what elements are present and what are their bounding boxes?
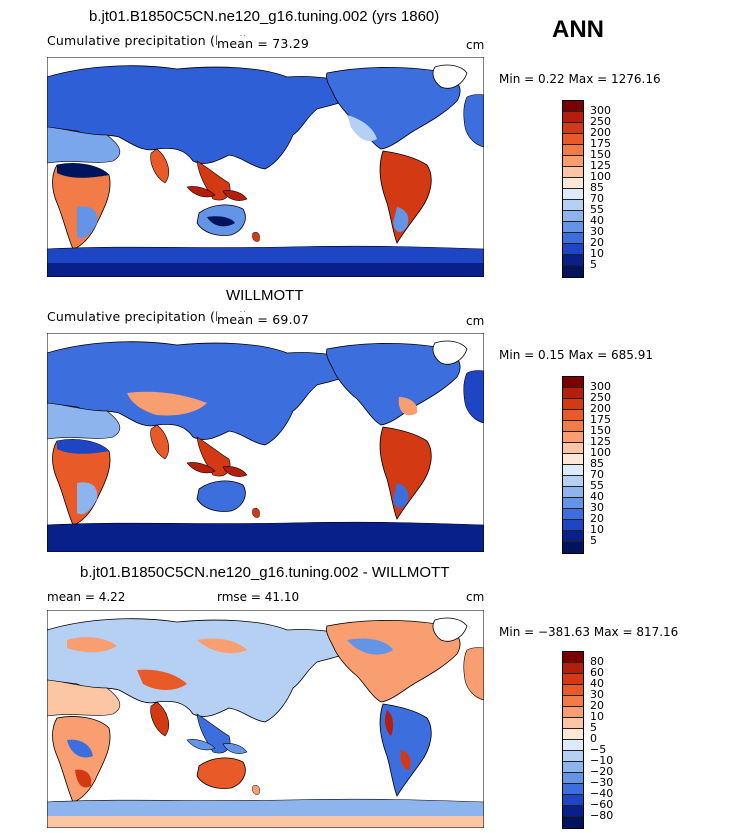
panel-3-map — [47, 610, 484, 828]
panel-2-level: 150 — [590, 424, 611, 437]
panel-2-antarctica — [47, 521, 484, 552]
panel-1-minmax: Min = 0.22 Max = 1276.16 — [499, 72, 661, 86]
panel-1-level: 20 — [590, 236, 604, 249]
panel-3-level: −20 — [590, 765, 614, 778]
panel-1-level: 55 — [590, 203, 604, 216]
panel-1-colorbar — [562, 100, 584, 278]
panel-1-level: 175 — [590, 137, 611, 150]
panel-2-level: 250 — [590, 391, 611, 404]
panel-3-level: −30 — [590, 776, 614, 789]
panel-2-title: WILLMOTT — [226, 287, 304, 304]
panel-3-level: −5 — [590, 743, 607, 756]
panel-2-australia — [196, 480, 246, 512]
panel-2-mean: mean = 69.07 — [217, 312, 310, 327]
panel-3-level: −10 — [590, 754, 614, 767]
season-label: ANN — [552, 16, 604, 43]
panel-3-rmse: rmse = 41.10 — [217, 590, 300, 604]
panel-2-eurasia — [47, 341, 366, 446]
panel-2-level: 100 — [590, 446, 611, 459]
panel-3-mean: mean = 4.22 — [47, 590, 126, 604]
panel-3-level: 5 — [590, 721, 597, 734]
panel-3-africa — [52, 716, 111, 803]
panel-2-colorbar — [562, 376, 584, 554]
panel-3-level: 40 — [590, 677, 604, 690]
panel-3-level: −60 — [590, 798, 614, 811]
panel-3-level: 10 — [590, 710, 604, 723]
panel-1-subtitle: Cumulative precipitation (land) — [47, 33, 248, 48]
panel-3-level: 0 — [590, 732, 597, 745]
panel-2-level: 30 — [590, 501, 604, 514]
panel-2-level: 200 — [590, 402, 611, 415]
panel-1-level: 70 — [590, 192, 604, 205]
panel-1-level: 100 — [590, 170, 611, 183]
panel-3-level: 20 — [590, 699, 604, 712]
panel-1-mean: mean = 73.29 — [217, 36, 310, 51]
panel-2-level: 125 — [590, 435, 611, 448]
panel-1-units: cm — [466, 38, 485, 52]
panel-2-level: 20 — [590, 512, 604, 525]
panel-3-minmax: Min = −381.63 Max = 817.16 — [499, 625, 679, 639]
panel-3-australia — [196, 757, 246, 789]
panel-3-level: 30 — [590, 688, 604, 701]
panel-3-level: −80 — [590, 809, 614, 822]
panel-3-eurasia — [47, 618, 366, 723]
panel-1-south-america — [379, 150, 432, 244]
panel-2-level: 55 — [590, 479, 604, 492]
panel-2-level: 70 — [590, 468, 604, 481]
panel-1-level: 250 — [590, 115, 611, 128]
panel-2-level: 5 — [590, 534, 597, 547]
panel-2-map — [47, 333, 484, 552]
panel-2-subtitle: Cumulative precipitation (land) — [47, 309, 248, 324]
panel-3-title: b.jt01.B1850C5CN.ne120_g16.tuning.002 - … — [80, 564, 450, 581]
panel-2-level: 40 — [590, 490, 604, 503]
panel-1-map — [47, 57, 484, 277]
panel-3-level: 60 — [590, 666, 604, 679]
panel-1-level: 30 — [590, 225, 604, 238]
panel-1-level: 150 — [590, 148, 611, 161]
panel-2-level: 175 — [590, 413, 611, 426]
panel-1-level: 10 — [590, 247, 604, 260]
panel-2-south-america — [379, 426, 432, 520]
panel-2-level: 10 — [590, 523, 604, 536]
panel-2-level: 300 — [590, 380, 611, 393]
panel-3-colorbar — [562, 651, 584, 829]
panel-3-units: cm — [466, 590, 485, 604]
panel-2-minmax: Min = 0.15 Max = 685.91 — [499, 348, 653, 362]
panel-1-level: 125 — [590, 159, 611, 172]
panel-1-eurasia — [47, 65, 366, 170]
panel-1-title: b.jt01.B1850C5CN.ne120_g16.tuning.002 (y… — [89, 8, 440, 25]
panel-1-level: 85 — [590, 181, 604, 194]
panel-1-level: 40 — [590, 214, 604, 227]
panel-2-level: 85 — [590, 457, 604, 470]
panel-1-level: 200 — [590, 126, 611, 139]
panel-3-level: −40 — [590, 787, 614, 800]
panel-2-units: cm — [466, 314, 485, 328]
panel-1-level: 5 — [590, 258, 597, 271]
panel-3-level: 80 — [590, 655, 604, 668]
panel-1-level: 300 — [590, 104, 611, 117]
